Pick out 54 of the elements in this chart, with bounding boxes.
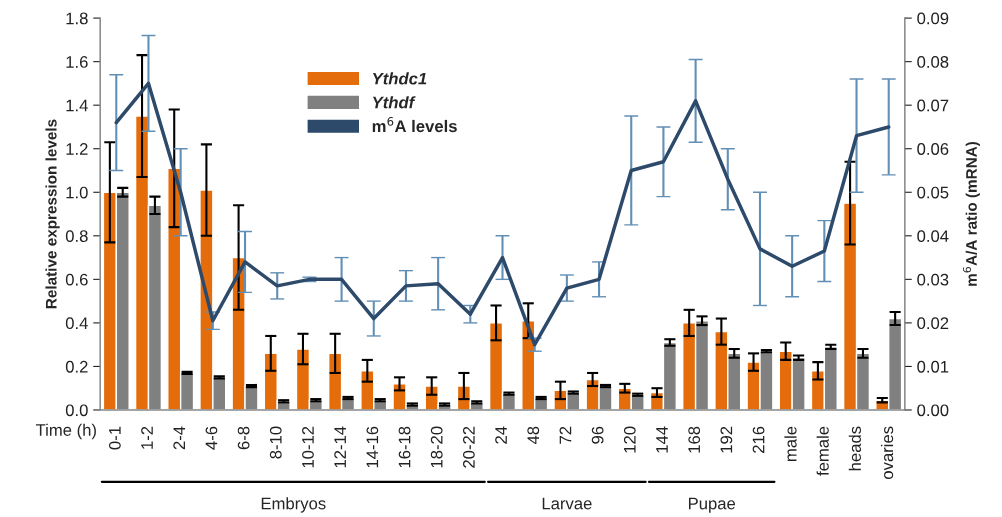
- x-tick-label: 24: [495, 426, 507, 444]
- x-tick-label: heads: [848, 426, 861, 471]
- y-tick-label: 0.6: [65, 273, 88, 286]
- y-tick-label: 0.0: [65, 404, 88, 417]
- x-tick-label: 144: [656, 426, 668, 453]
- y-axis-title: Relative expression levels: [45, 119, 60, 309]
- legend-label: Ythdc1: [373, 72, 427, 85]
- x-tick-label: 12-14: [334, 426, 346, 468]
- y2-tick-label: 0.00: [917, 404, 949, 417]
- x-tick-label: 48: [527, 426, 540, 445]
- x-tick-label: 4-6: [205, 426, 218, 450]
- x-tick-label: 96: [591, 426, 604, 444]
- x-tick-label: 14-16: [366, 426, 379, 468]
- x-tick-label: 18-20: [430, 426, 443, 468]
- text: Time (h): [35, 423, 96, 440]
- x-tick-label: 16-18: [398, 426, 411, 468]
- text: Pupae: [688, 497, 736, 513]
- legend-label: m$^{6}$A levels: [372, 116, 457, 133]
- y-tick-label: 1.8: [66, 12, 88, 25]
- x-tick-label: 10-12: [302, 426, 314, 468]
- x-tick-label: 72: [559, 426, 572, 444]
- x-tick-label: 216: [752, 426, 765, 453]
- x-tick-label: 6-8: [237, 426, 250, 450]
- x-tick-label: female: [816, 426, 829, 476]
- x-tick-label: male: [784, 426, 797, 461]
- y2-tick-label: 0.03: [917, 273, 949, 286]
- y-tick-label: 0.4: [65, 317, 88, 330]
- y-tick-label: 0.8: [65, 230, 88, 243]
- x-tick-label: ovaries: [880, 426, 894, 479]
- y2-tick-label: 0.01: [917, 360, 949, 373]
- y-tick-label: 0.2: [65, 360, 88, 373]
- y2-tick-label: 0.05: [917, 186, 949, 199]
- text: Embryos: [261, 497, 326, 513]
- y2-tick-label: 0.08: [917, 56, 949, 68]
- x-tick-label: 120: [623, 426, 636, 453]
- y-tick-label: 1.2: [66, 143, 88, 155]
- y2-tick-label: 0.07: [917, 99, 949, 112]
- x-tick-label: 1-2: [141, 426, 153, 449]
- legend-label: Ythdf: [373, 96, 416, 109]
- x-tick-label: 0-1: [108, 426, 121, 450]
- text: Larvae: [542, 497, 592, 510]
- x-tick-label: 8-10: [269, 426, 282, 459]
- y2-tick-label: 0.06: [917, 143, 949, 155]
- y-tick-label: 1.0: [66, 186, 88, 199]
- y-tick-label: 1.4: [66, 99, 88, 112]
- x-tick-label: 20-22: [462, 426, 475, 468]
- y2-tick-label: 0.04: [917, 230, 949, 243]
- y2-tick-label: 0.09: [917, 12, 949, 25]
- y2-tick-label: 0.02: [917, 317, 949, 330]
- y-tick-label: 1.6: [66, 56, 88, 68]
- y2-axis-title: m$^{6}$A/A ratio (mRNA): [962, 141, 980, 286]
- x-tick-label: 168: [688, 426, 701, 453]
- x-tick-label: 2-4: [173, 426, 185, 450]
- x-tick-label: 192: [720, 426, 733, 453]
